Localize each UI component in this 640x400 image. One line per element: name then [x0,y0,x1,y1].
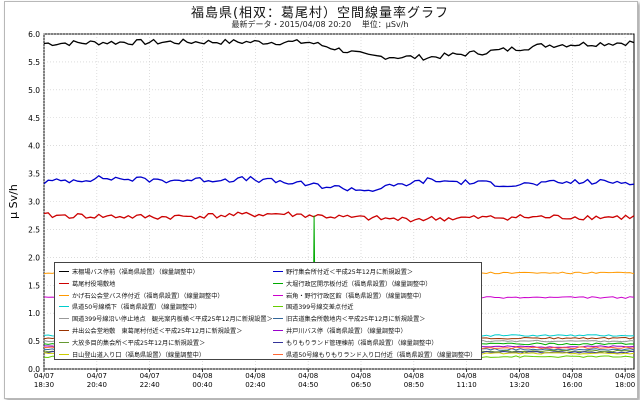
legend-item: 大堀行政区開示板付近（福島県設置）（線量調整中） [273,278,431,289]
legend-label: 県道50号線もりもりランド入り口付近（福島県設置）（線量調整中） [286,351,477,359]
legend-item: 野行集会所付近＜平成25年12月に新規設置＞ [273,266,413,277]
legend-swatch [273,306,283,308]
legend-item: 葛尾村役場敷地 [59,278,115,289]
legend-label: 野行集会所付近＜平成25年12月に新規設置＞ [286,269,414,276]
x-tick-time: 18:30 [34,381,54,389]
legend-swatch [273,271,283,272]
x-tick-time: 18:00 [615,381,635,389]
y-tick-label: 1.5 [28,281,40,290]
x-tick-time: 16:00 [562,381,582,389]
legend-swatch [59,341,69,343]
legend-item: かげ石公会堂バス停付近（福島県設置）（線量調整中） [59,290,224,301]
legend-swatch [273,294,283,296]
chart-legend: 末棚場バス停前（福島県設置）（線量調整中） 野行集会所付近＜平成25年12月に新規… [54,262,482,360]
x-tick-date: 04/08 [457,372,477,380]
x-tick-time: 13:20 [509,381,529,389]
x-tick-date: 04/08 [245,372,265,380]
legend-label: 旧古道集会所敷地内＜平成25年12月に新規設置＞ [286,316,426,324]
legend-swatch [273,318,283,320]
legend-label: 井出公会堂地敷 東葛尾村付近＜平成25年12月に新規設置＞ [72,328,243,335]
legend-label: もりもりランド管理棟前（福島県設置）（線量調整中） [286,339,438,347]
y-tick-label: 3.5 [28,170,40,179]
legend-item: 井戸川バス停（福島県設置）（線量調整中） [273,325,407,336]
legend-swatch [273,341,283,343]
x-tick-time: 22:40 [140,381,160,389]
legend-item: 国道399号線沿い停止地点 観光案内板横＜平成25年12月に新規設置＞ [59,313,273,324]
x-tick-date: 04/08 [298,372,318,380]
legend-item: 県道50号線橋下（福島県設置）（線量調整中） [59,301,201,312]
y-tick-label: 5.0 [28,86,40,95]
legend-label: 国道399号線交差点付近 [286,304,354,312]
legend-item: 岩角・野行行政区館（福島県設置）（線量調整中） [273,290,425,301]
legend-item: 旧古道集会所敷地内＜平成25年12月に新規設置＞ [273,313,426,324]
y-tick-label: 6.0 [28,30,40,39]
x-tick-time: 06:50 [351,381,371,389]
x-tick-time: 00:40 [192,381,212,389]
series-line [43,211,635,223]
unit-label: 単位：μSv/h [361,20,409,29]
legend-label: 葛尾村役場敷地 [72,280,116,288]
x-tick-date: 04/08 [404,372,424,380]
legend-item: もりもりランド管理棟前（福島県設置）（線量調整中） [273,337,438,348]
legend-swatch [59,353,69,355]
series-line [43,174,635,192]
x-tick-date: 04/08 [615,372,635,380]
x-tick-date: 04/08 [351,372,371,380]
legend-label: 国道399号線沿い停止地点 観光案内板横＜平成25年12月に新規設置＞ [72,316,273,324]
y-tick-label: 4.5 [28,114,40,123]
series-line [43,38,635,61]
legend-item: 県道50号線もりもりランド入り口付近（福島県設置）（線量調整中） [273,349,476,360]
legend-swatch [273,353,283,355]
legend-swatch [59,282,69,284]
y-tick-label: 0.5 [28,337,40,346]
legend-label: 大堀行政区開示板付近（福島県設置）（線量調整中） [286,280,432,288]
x-tick-date: 04/07 [87,372,107,380]
x-tick-date: 04/07 [34,372,54,380]
legend-label: 井戸川バス停（福島県設置）（線量調整中） [286,328,407,335]
legend-item: 井出公会堂地敷 東葛尾村付近＜平成25年12月に新規設置＞ [59,325,242,336]
y-tick-label: 4.0 [28,142,40,151]
legend-label: 県道50号線橋下（福島県設置）（線量調整中） [72,304,201,312]
legend-label: 日山登山道入り口（福島県設置）（線量調整中） [72,351,206,359]
legend-swatch [273,282,283,284]
legend-swatch [59,330,69,331]
legend-swatch [59,294,69,296]
chart-subtitle: 最新データ・2015/04/08 20:20 単位：μSv/h [0,19,640,30]
legend-label: かげ石公会堂バス停付近（福島県設置）（線量調整中） [72,292,224,300]
legend-item: 国道399号線交差点付近 [273,301,354,312]
y-tick-label: 2.5 [28,225,40,234]
legend-item: 日山登山道入り口（福島県設置）（線量調整中） [59,349,205,360]
legend-swatch [273,330,283,331]
x-tick-date: 04/07 [140,372,160,380]
y-tick-label: 0.0 [28,365,40,374]
y-tick-label: 5.5 [28,58,40,67]
x-tick-time: 02:40 [245,381,265,389]
x-tick-time: 08:50 [404,381,424,389]
latest-data-label: 最新データ・2015/04/08 20:20 [231,20,352,29]
y-tick-label: 3.0 [28,198,40,207]
y-tick-label: 2.0 [28,253,40,262]
legend-swatch [59,318,69,320]
x-tick-date: 04/08 [562,372,582,380]
legend-label: 末棚場バス停前（福島県設置）（線量調整中） [72,269,199,276]
legend-swatch [59,306,69,308]
legend-label: 大放多目的集会所＜平成25年12月に新規設置＞ [72,339,206,347]
x-tick-date: 04/08 [192,372,212,380]
x-tick-time: 11:10 [457,381,477,389]
x-tick-time: 20:40 [87,381,107,389]
legend-label: 岩角・野行行政区館（福島県設置）（線量調整中） [286,292,426,300]
legend-item: 末棚場バス停前（福島県設置）（線量調整中） [59,266,199,277]
legend-item: 大放多目的集会所＜平成25年12月に新規設置＞ [59,337,205,348]
legend-swatch [59,271,69,272]
chart-title: 福島県(相双：葛尾村）空間線量率グラフ [190,6,450,21]
y-tick-label: 1.0 [28,309,40,318]
y-axis-label: μ Sv/h [7,184,20,219]
x-tick-time: 04:50 [298,381,318,389]
x-tick-date: 04/08 [509,372,529,380]
